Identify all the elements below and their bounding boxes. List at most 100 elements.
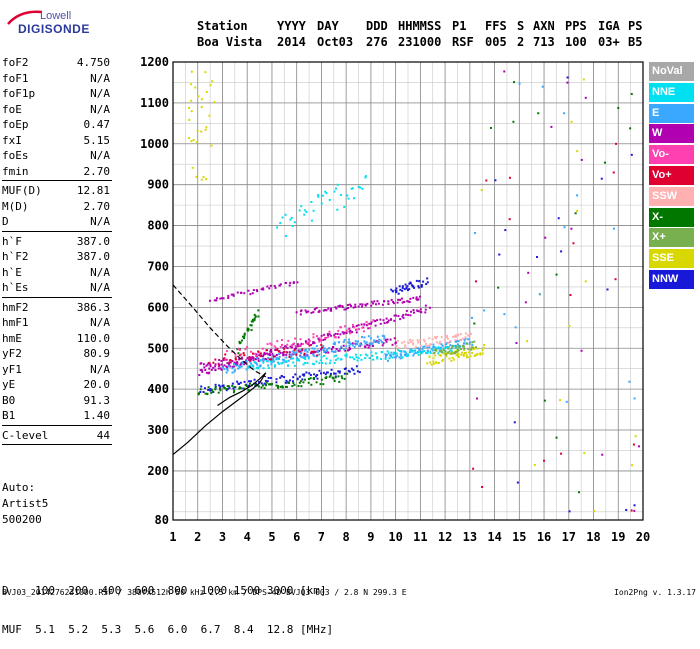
echo-point-e	[333, 341, 336, 344]
echo-point-x-	[210, 391, 213, 394]
echo-point-nnw	[222, 384, 225, 387]
header-row2-cell: 100	[565, 35, 587, 49]
echo-point-sse	[456, 352, 459, 355]
echo-point-e	[342, 341, 345, 344]
noise-point	[204, 128, 207, 131]
echo-point-w	[401, 315, 404, 318]
echo-point-x-	[253, 313, 256, 316]
echo-point-sse	[462, 353, 465, 356]
echo-point-w	[234, 361, 237, 364]
echo-point-vo+	[301, 348, 304, 351]
echo-point-nne	[392, 353, 395, 356]
echo-point-nnw	[417, 285, 420, 288]
echo-point-nne	[376, 357, 379, 360]
echo-point-w	[346, 306, 349, 309]
echo-point-nne	[291, 224, 294, 227]
echo-point-e	[278, 353, 281, 356]
echo-point-w	[208, 371, 211, 374]
echo-point-e	[436, 347, 439, 350]
echo-point-w	[357, 324, 360, 327]
echo-point-nnw	[353, 372, 356, 375]
echo-point-x+	[467, 348, 470, 351]
echo-point-w	[252, 357, 255, 360]
noise-point	[593, 510, 596, 513]
echo-point-e	[270, 357, 273, 360]
echo-point-x-	[277, 384, 280, 387]
echo-point-nnw	[292, 376, 295, 379]
echo-point-nne	[354, 353, 357, 356]
echo-point-e	[369, 337, 372, 340]
echo-point-vo-	[261, 347, 264, 350]
noise-point	[200, 106, 203, 109]
echo-point-nne	[336, 208, 339, 211]
echo-point-x-	[298, 381, 301, 384]
echo-point-w	[323, 333, 326, 336]
echo-point-x+	[447, 347, 450, 350]
echo-point-nnw	[209, 389, 212, 392]
echo-point-e	[305, 355, 308, 358]
echo-point-nne	[259, 359, 262, 362]
echo-point-nnw	[320, 372, 323, 375]
echo-point-nne	[269, 360, 272, 363]
echo-point-w	[344, 349, 347, 352]
legend-entry: E	[649, 103, 694, 123]
echo-point-w	[262, 288, 265, 291]
echo-point-w	[305, 310, 308, 313]
echo-point-w	[345, 308, 348, 311]
echo-point-nne	[336, 183, 339, 186]
echo-point-w	[424, 304, 427, 307]
echo-point-w	[387, 300, 390, 303]
echo-point-nne	[344, 354, 347, 357]
echo-point-vo-	[307, 341, 310, 344]
echo-point-w	[417, 310, 420, 313]
echo-point-e	[231, 371, 234, 374]
echo-point-w	[215, 299, 218, 302]
y-tick-label: 400	[147, 382, 169, 396]
echo-point-nne	[449, 349, 452, 352]
echo-point-w	[239, 291, 242, 294]
x-tick-label: 2	[194, 530, 201, 544]
echo-point-nne	[328, 198, 331, 201]
echo-point-w	[337, 305, 340, 308]
param-label: h`F	[2, 234, 22, 248]
echo-point-w	[392, 300, 395, 303]
echo-point-x-	[250, 324, 253, 327]
echo-point-w	[257, 357, 260, 360]
noise-point	[474, 231, 477, 234]
echo-point-w	[295, 311, 298, 314]
echo-point-nne	[297, 358, 300, 361]
echo-point-nne	[247, 366, 250, 369]
echo-point-w	[361, 303, 364, 306]
echo-point-ssw	[428, 344, 431, 347]
echo-point-e	[287, 359, 290, 362]
echo-point-w	[336, 332, 339, 335]
echo-point-w	[296, 343, 299, 346]
echo-point-x-	[340, 375, 343, 378]
echo-point-vo+	[286, 351, 289, 354]
echo-point-vo-	[328, 330, 331, 333]
param-label: MUF(D)	[2, 184, 42, 197]
echo-point-nnw	[399, 288, 402, 291]
echo-point-nne	[364, 176, 367, 179]
echo-point-w	[327, 334, 330, 337]
echo-point-w	[249, 358, 252, 361]
echo-point-nnw	[242, 387, 245, 390]
x-tick-label: 10	[388, 530, 402, 544]
echo-point-w	[365, 324, 368, 327]
echo-point-w	[397, 298, 400, 301]
echo-point-vo-	[299, 338, 302, 341]
x-tick-label: 20	[636, 530, 650, 544]
echo-point-sse	[479, 352, 482, 355]
echo-point-x-	[300, 385, 303, 388]
echo-point-w	[406, 300, 409, 303]
echo-point-x+	[462, 345, 465, 348]
echo-point-nne	[320, 202, 323, 205]
echo-point-w	[349, 348, 352, 351]
echo-point-w	[315, 306, 318, 309]
echo-point-x-	[260, 386, 263, 389]
param-row: foE N/A	[2, 102, 112, 118]
echo-point-vo+	[272, 355, 275, 358]
echo-point-e	[414, 351, 417, 354]
echo-point-nne	[350, 187, 353, 190]
y-tick-label: 80	[155, 513, 169, 527]
